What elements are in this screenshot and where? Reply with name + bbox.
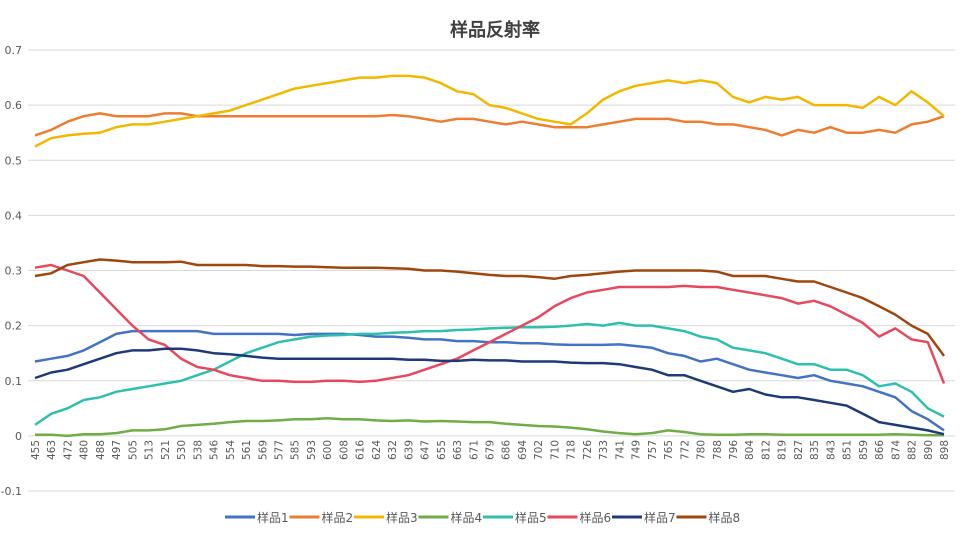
x-tick-label: 632 [387, 440, 399, 460]
x-tick-label: 835 [809, 440, 821, 460]
x-tick-label: 554 [225, 440, 237, 460]
x-tick-label: 480 [79, 440, 91, 460]
x-tick-label: 780 [696, 440, 708, 460]
series-line-3 [34, 74, 945, 148]
legend-label-1: 样品1 [257, 510, 289, 525]
x-tick-label: 569 [257, 440, 269, 460]
x-tick-label: 521 [160, 440, 172, 460]
x-tick-label: 851 [842, 440, 854, 460]
x-tick-label: 890 [923, 440, 935, 460]
gridlines [28, 49, 955, 492]
x-tick-label: 530 [176, 440, 188, 460]
y-tick-label: 0.5 [5, 154, 23, 167]
x-tick-label: 882 [907, 440, 919, 460]
x-tick-label: 874 [890, 440, 902, 460]
y-tick-label: 0.3 [5, 265, 23, 278]
x-tick-label: 538 [192, 440, 204, 460]
x-tick-label: 827 [793, 440, 805, 460]
x-tick-label: 788 [712, 440, 724, 460]
y-tick-label: -0.1 [1, 485, 22, 498]
x-tick-label: 561 [241, 440, 253, 460]
x-tick-label: 859 [858, 440, 870, 460]
x-tick-label: 843 [825, 440, 837, 460]
x-tick-label: 765 [663, 440, 675, 460]
x-tick-label: 655 [436, 440, 448, 460]
x-tick-label: 796 [728, 440, 740, 460]
x-tick-label: 624 [371, 440, 383, 460]
x-tick-label: 505 [127, 440, 139, 460]
series-line-2 [34, 112, 945, 137]
x-tick-label: 726 [582, 440, 594, 460]
series-lines [34, 74, 946, 438]
legend-label-3: 样品3 [386, 510, 418, 525]
x-tick-label: 585 [290, 440, 302, 460]
x-tick-label: 593 [306, 440, 318, 460]
x-tick-label: 608 [338, 440, 350, 460]
x-tick-label: 472 [62, 440, 74, 460]
y-tick-label: 0.4 [5, 209, 23, 222]
x-tick-label: 455 [30, 440, 42, 460]
x-tick-label: 804 [744, 440, 756, 460]
series-line-5 [34, 321, 945, 426]
legend: 样品1 样品2 样品3 样品4 样品5 样品6 样品7 样品8 [225, 510, 740, 525]
x-tick-label: 600 [322, 440, 334, 460]
x-tick-label: 733 [598, 440, 610, 460]
x-tick-label: 663 [452, 440, 464, 460]
x-tick-label: 497 [111, 440, 123, 460]
x-tick-label: 718 [566, 440, 578, 460]
x-tick-label: 772 [679, 440, 691, 460]
y-tick-label: 0.6 [5, 99, 23, 112]
legend-label-6: 样品6 [580, 510, 612, 525]
y-tick-label: 0.1 [5, 375, 23, 388]
x-tick-label: 463 [46, 440, 58, 460]
x-axis-ticks: 455 463 472 480 488 497 505 513 521 530 538 546 554 5… [30, 440, 951, 460]
legend-label-7: 样品7 [644, 510, 676, 525]
legend-label-2: 样品2 [322, 510, 354, 525]
x-tick-label: 702 [533, 440, 545, 460]
x-tick-label: 866 [874, 440, 886, 460]
legend-label-4: 样品4 [451, 510, 483, 525]
x-tick-label: 546 [209, 440, 221, 460]
series-line-7 [34, 347, 945, 436]
x-tick-label: 647 [420, 440, 432, 460]
x-tick-label: 671 [468, 440, 480, 460]
x-tick-label: 513 [144, 440, 156, 460]
y-tick-label: 0 [15, 430, 22, 443]
legend-label-5: 样品5 [515, 510, 547, 525]
x-tick-label: 812 [760, 440, 772, 460]
x-tick-label: 679 [485, 440, 497, 460]
x-tick-label: 577 [273, 440, 285, 460]
legend-label-8: 样品8 [709, 510, 741, 525]
x-tick-label: 741 [614, 440, 626, 460]
x-tick-label: 757 [647, 440, 659, 460]
x-tick-label: 694 [517, 440, 529, 460]
series-line-8 [34, 258, 946, 357]
y-tick-label: 0.7 [5, 44, 23, 57]
y-axis-ticks: -0.1 0 0.1 0.2 0.3 0.4 0.5 0.6 0.7 [1, 44, 22, 498]
x-tick-label: 639 [403, 440, 415, 460]
x-tick-label: 710 [549, 440, 561, 460]
series-line-4 [35, 416, 944, 438]
x-tick-label: 686 [501, 440, 513, 460]
x-tick-label: 488 [95, 440, 107, 460]
x-tick-label: 819 [777, 440, 789, 460]
x-tick-label: 749 [631, 440, 643, 460]
y-tick-label: 0.2 [5, 320, 23, 333]
series-line-6 [34, 263, 946, 384]
x-tick-label: 616 [355, 440, 367, 460]
x-tick-label: 898 [939, 440, 951, 460]
chart-title: 样品反射率 [450, 19, 540, 41]
